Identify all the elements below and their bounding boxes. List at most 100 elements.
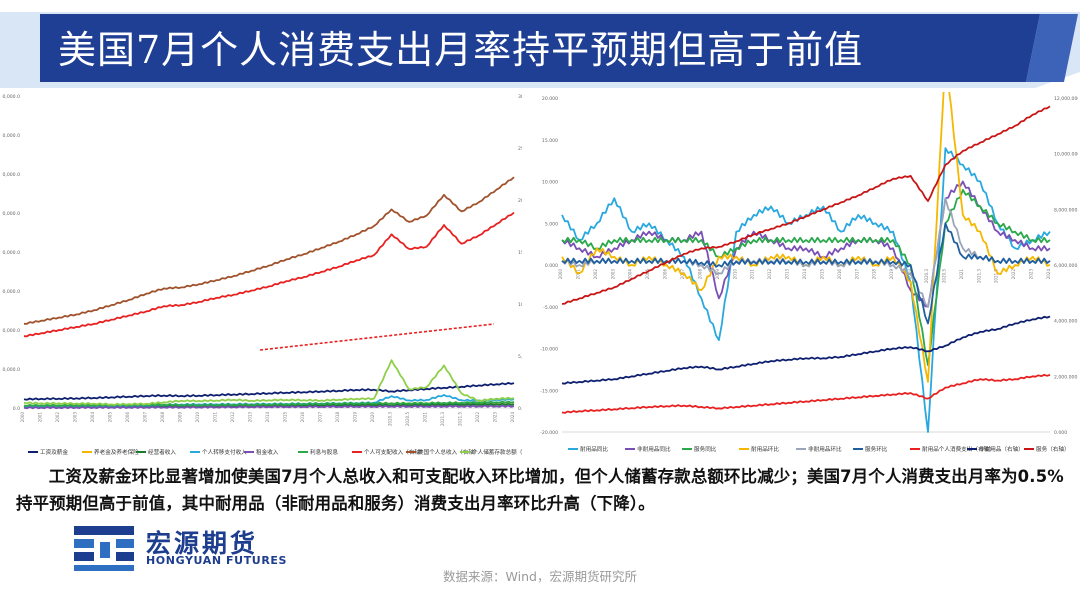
left-axis-tick-label: -5.000 (543, 305, 558, 311)
series-line (561, 180, 1051, 308)
consumption-chart: 20.000 15.000 10.000 5.000 0.000 -5.000 -10.00… (538, 55, 1080, 454)
series-line (561, 55, 1051, 383)
series-line (561, 222, 1051, 325)
legend-label: 工资及薪金 (40, 448, 68, 456)
right-axis-tick-label: 15,000.0 (518, 250, 522, 256)
left-axis-tick-label: 20,000.0 (2, 367, 20, 373)
x-tick-label: 2002 (593, 269, 598, 280)
title-banner-shape (0, 12, 1080, 88)
right-axis-tick-label: 0.0 (518, 406, 522, 412)
x-tick-label: 2020.5 (941, 269, 946, 283)
x-tick-label: 2000 (20, 412, 25, 423)
left-axis-tick-label: 15.000 (542, 138, 558, 144)
series-line (23, 382, 515, 401)
legend-label: 利息与股息 (310, 448, 338, 456)
x-tick-label: 2023 (1029, 269, 1034, 280)
legend-label: 耐用品同比 (580, 445, 608, 453)
x-tick-label: 2011 (213, 412, 218, 423)
data-source-note: 数据来源：Wind，宏源期货研究所 (443, 569, 637, 584)
x-tick-label: 2014 (265, 412, 270, 423)
x-tick-label: 2004 (90, 412, 95, 423)
x-tick-label: 2021.5 (458, 412, 463, 426)
legend-label: 个人可支配收入（右轴） (364, 448, 426, 456)
x-tick-label: 2021 (423, 412, 428, 423)
x-tick-label: 2024 (510, 412, 515, 423)
left-axis-tick-label: 120,000.0 (2, 172, 20, 178)
right-axis-tick-label: 30,000.0 (518, 94, 522, 100)
x-tick-label: 2022 (1011, 269, 1016, 280)
left-axis-tick-label: 140,000.0 (2, 133, 20, 139)
left-axis-tick-label: 160,000.0 (2, 94, 20, 100)
x-tick-label: 2013 (785, 269, 790, 280)
x-tick-label: 2017 (854, 269, 859, 280)
legend-label: 个人转移支付收入 (202, 448, 247, 456)
x-tick-label: 2019 (353, 412, 358, 423)
logo-text-cn: 宏源期货 (146, 529, 259, 558)
x-tick-label: 2001 (38, 412, 43, 423)
series-line (561, 188, 1051, 367)
left-axis-tick-label: -15.000 (540, 388, 558, 394)
left-axis-tick-label: 100,000.0 (2, 211, 20, 217)
x-tick-label: 2020.3 (924, 269, 929, 283)
right-axis-tick-label: 8,000.000 (1054, 207, 1077, 213)
legend-label: 经营者收入 (148, 448, 176, 456)
x-tick-label: 2012 (230, 412, 235, 423)
x-tick-label: 2020.5 (405, 412, 410, 426)
left-axis-tick-label: 80,000.0 (2, 250, 20, 256)
right-axis-tick-label: 20,000.0 (518, 198, 522, 204)
right-axis-tick-label: 10,000.0 (518, 302, 522, 308)
x-tick-label: 2016 (837, 269, 842, 280)
x-tick-label: 2012 (767, 269, 772, 280)
legend-label: 服务同比 (694, 445, 717, 453)
series-line (561, 105, 1051, 305)
x-tick-label: 2018 (872, 269, 877, 280)
left-axis-tick-label: -20.000 (540, 430, 558, 436)
x-tick-label: 2017 (318, 412, 323, 423)
x-tick-label: 2005 (645, 269, 650, 280)
x-tick-label: 2013 (248, 412, 253, 423)
right-axis-tick-label: 4,000.000 (1054, 319, 1077, 325)
x-tick-label: 2008 (160, 412, 165, 423)
x-tick-label: 2021.3 (440, 412, 445, 426)
legend-label: 耐用品环比 (751, 445, 779, 453)
page-title: 美国7月个人消费支出月率持平预期但高于前值 (58, 28, 864, 72)
series-line (23, 211, 515, 338)
logo-mark (74, 526, 134, 571)
x-tick-label: 2002 (55, 412, 60, 423)
left-axis-tick-label: -10.000 (540, 347, 558, 353)
x-tick-label: 2006 (663, 269, 668, 280)
x-tick-label: 2010 (195, 412, 200, 423)
series-line (561, 315, 1051, 385)
x-tick-label: 2003 (610, 269, 615, 280)
x-tick-label: 2023 (493, 412, 498, 423)
series-line (23, 400, 515, 407)
x-tick-label: 2014 (802, 269, 807, 280)
x-tick-label: 2019 (889, 269, 894, 280)
x-tick-label: 2021.3 (976, 269, 981, 283)
x-tick-label: 2015 (819, 269, 824, 280)
x-tick-label: 2007 (143, 412, 148, 423)
x-tick-label: 2004 (628, 269, 633, 280)
right-axis-tick-label: 25,000.0 (518, 146, 522, 152)
x-tick-label: 2000 (558, 269, 563, 280)
x-tick-label: 2009 (178, 412, 183, 423)
x-tick-label: 2021 (959, 269, 964, 280)
legend-label: 养老金及养老保险 (94, 448, 139, 456)
company-logo: 宏源期货 HONGYUAN FUTURES (72, 522, 312, 574)
title-banner: 美国7月个人消费支出月率持平预期但高于前值 (0, 12, 1080, 88)
right-axis-tick-label: 10,000.000 (1054, 152, 1078, 158)
x-tick-label: 2015 (283, 412, 288, 423)
right-axis-tick-label: 0.000 (1054, 430, 1067, 436)
legend-label: 租金收入 (256, 448, 279, 456)
x-tick-label: 2018 (335, 412, 340, 423)
legend-label: 非耐用品同比 (637, 445, 671, 453)
x-tick-label: 2008 (697, 269, 702, 280)
series-line (561, 373, 1051, 414)
legend-label: 个人储蓄存款总额（右轴） (472, 448, 522, 456)
summary-caption: 工资及薪金环比显著增加使美国7月个人总收入和可支配收入环比增加，但个人储蓄存款总… (16, 467, 1064, 513)
x-tick-label: 2021.5 (994, 269, 999, 283)
x-tick-label: 2020.3 (388, 412, 393, 426)
legend-label: 服务（右轴） (1036, 445, 1070, 453)
consumption-chart-svg: 20.000 15.000 10.000 5.000 0.000 -5.000 -10.00… (540, 55, 1080, 453)
x-tick-label: 2010 (732, 269, 737, 280)
